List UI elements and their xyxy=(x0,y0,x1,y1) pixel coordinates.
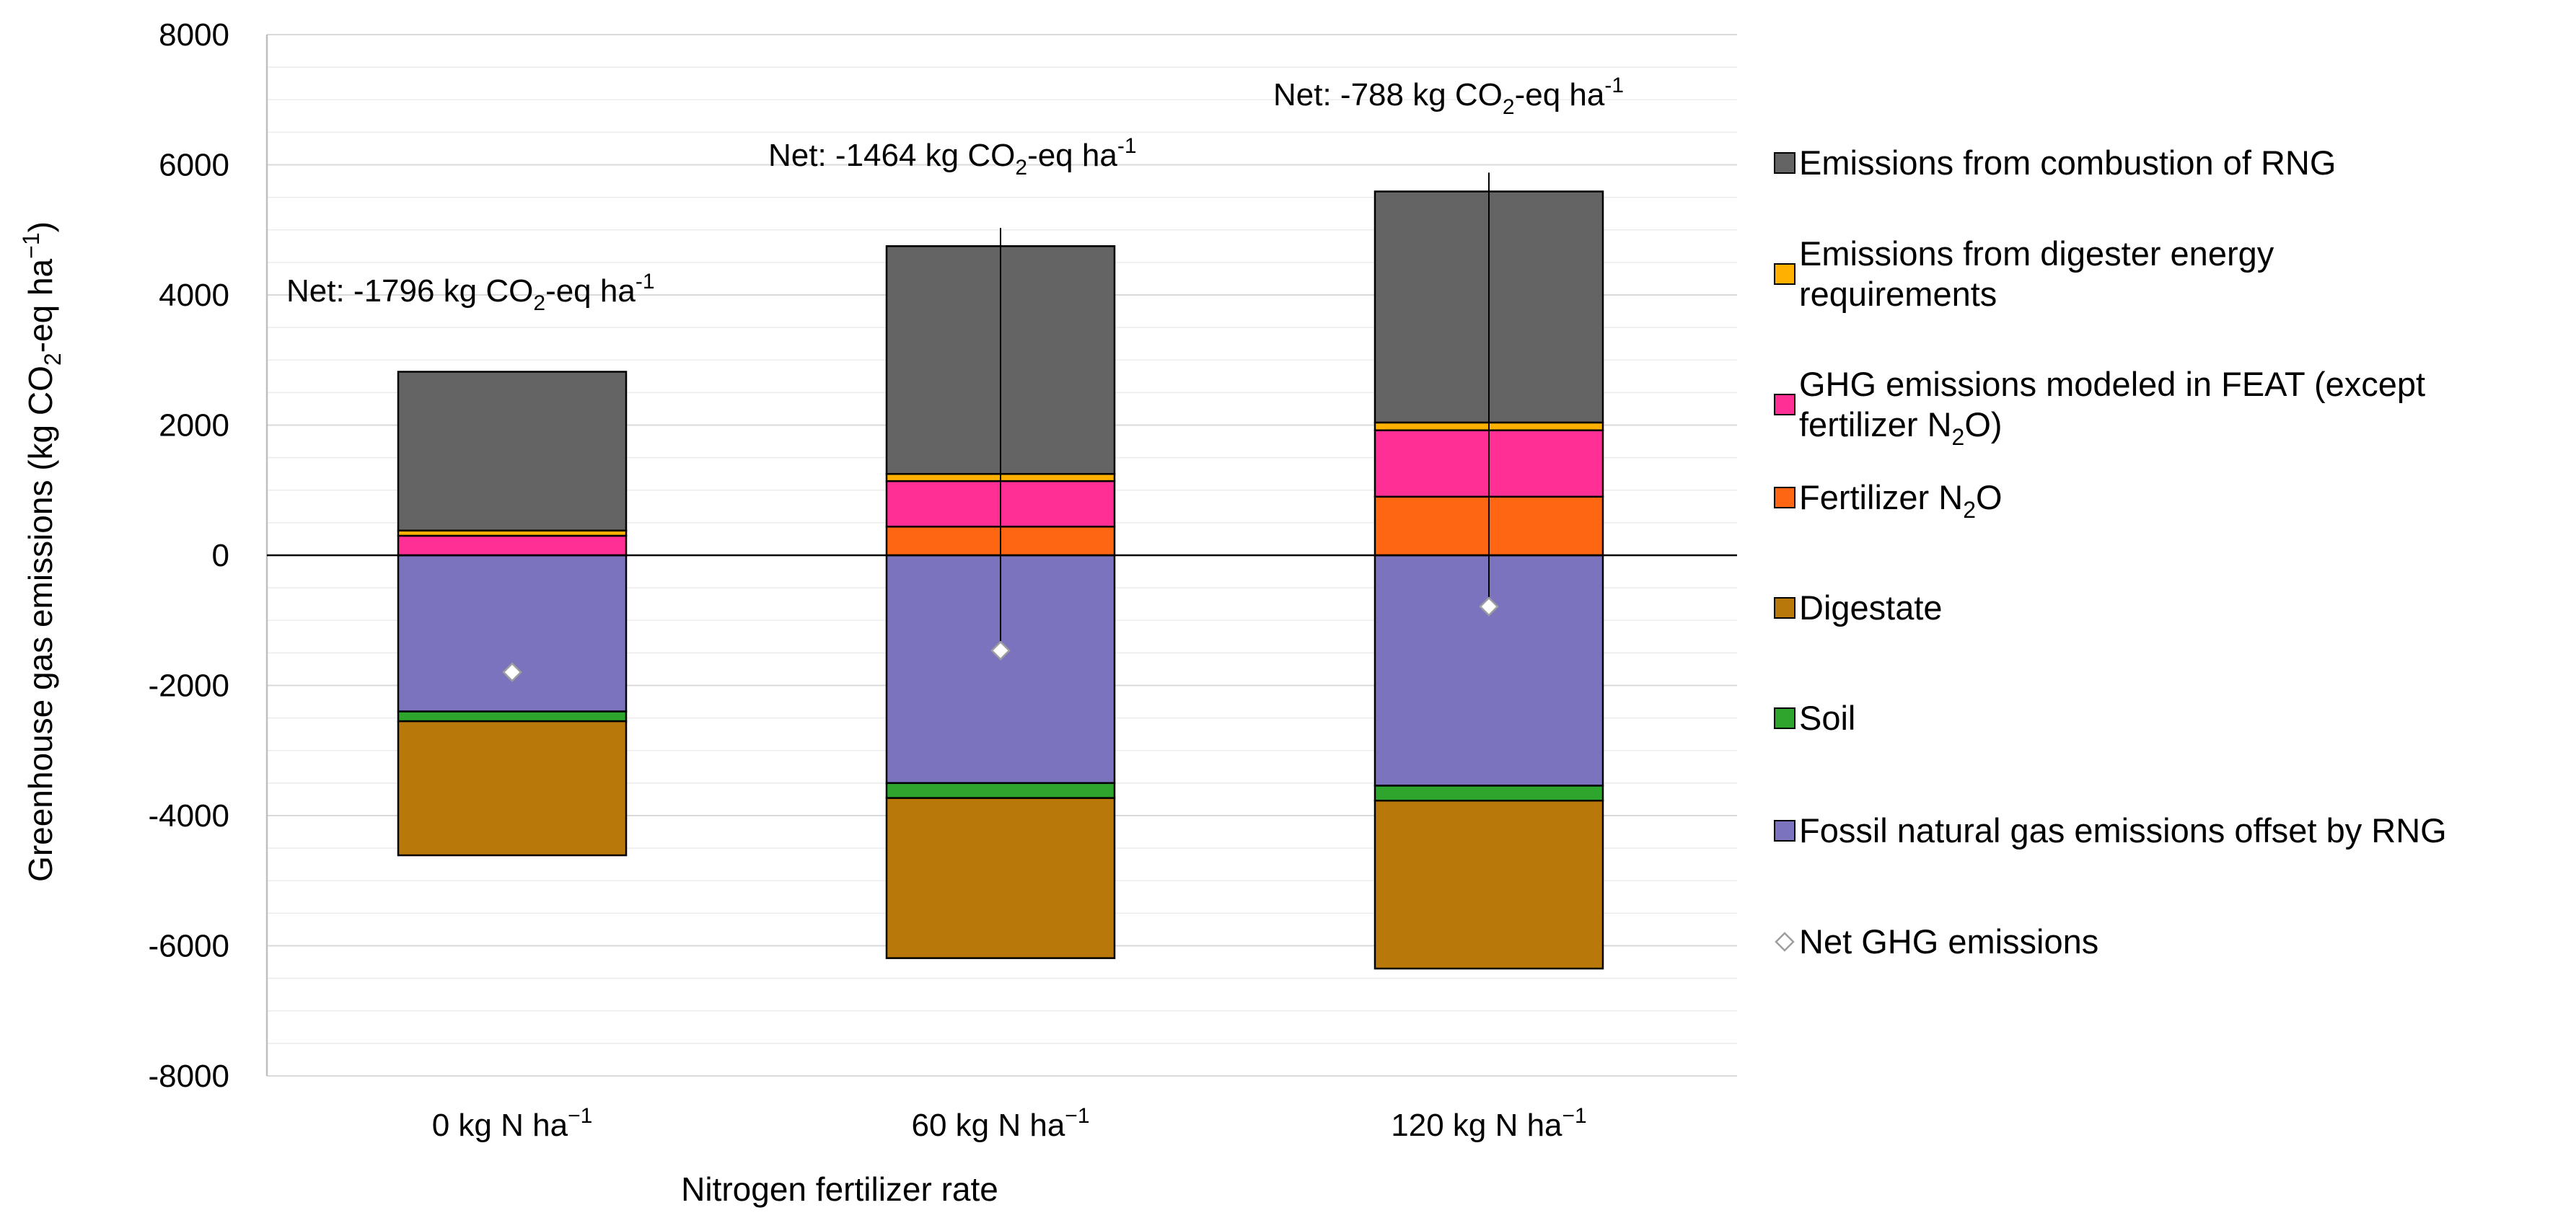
legend-label-text: Emissions from digester energy xyxy=(1799,234,2274,273)
net-diamond-marker xyxy=(990,640,1011,661)
legend-label-text: Fossil natural gas emissions offset by R… xyxy=(1799,811,2447,849)
legend-label-text: fertilizer N xyxy=(1799,405,1952,443)
legend-label-text: 2 xyxy=(1952,424,1965,450)
x-tick-text: 60 kg N ha xyxy=(911,1108,1065,1143)
legend-label: GHG emissions modeled in FEAT (except xyxy=(1799,365,2425,403)
y-tick-label: 2000 xyxy=(159,408,229,443)
x-tick-label: 60 kg N ha−1 xyxy=(911,1104,1089,1143)
legend-label-text: GHG emissions modeled in FEAT (except xyxy=(1799,365,2425,403)
bar-segment xyxy=(397,554,628,712)
net-label-text: Net: -1464 kg CO xyxy=(768,138,1015,173)
y-tick-label: 8000 xyxy=(159,17,229,53)
legend-label-text: Fertilizer N xyxy=(1799,478,1963,516)
y-tick-label: -6000 xyxy=(148,929,229,964)
legend-diamond xyxy=(1775,932,1795,952)
legend-swatch xyxy=(1774,820,1795,842)
legend-label: Fossil natural gas emissions offset by R… xyxy=(1799,811,2447,849)
legend-label-text: Emissions from combustion of RNG xyxy=(1799,144,2336,182)
x-tick-label: 120 kg N ha−1 xyxy=(1391,1104,1587,1143)
net-label: Net: -1796 kg CO2-eq ha-1 xyxy=(286,270,655,315)
legend-label-text: Net GHG emissions xyxy=(1799,922,2098,961)
net-label-text: -eq ha xyxy=(1027,138,1117,173)
net-label-text: Net: -1796 kg CO xyxy=(286,273,533,309)
net-markers xyxy=(502,172,1499,682)
net-label-subscript: 2 xyxy=(533,291,545,315)
legend-label: Emissions from digester energy xyxy=(1799,234,2274,273)
net-label-superscript: -1 xyxy=(636,270,655,294)
legend-swatch xyxy=(1774,597,1795,619)
legend-label: Soil xyxy=(1799,699,1855,737)
y-axis-title: Greenhouse gas emissions (kg CO2-eq ha−1… xyxy=(18,221,66,882)
bar-segment xyxy=(397,710,628,723)
net-diamond-marker xyxy=(1479,596,1499,617)
legend-label-text: 2 xyxy=(1963,497,1976,523)
net-label-superscript: -1 xyxy=(1604,74,1624,97)
x-tick-label: 0 kg N ha−1 xyxy=(432,1104,593,1143)
bar-segment xyxy=(1373,799,1604,970)
legend-label-text: O) xyxy=(1964,405,2002,443)
legend-label: fertilizer N2O) xyxy=(1799,405,2003,450)
net-label-text: -eq ha xyxy=(545,273,636,309)
net-label: Net: -788 kg CO2-eq ha-1 xyxy=(1273,74,1624,119)
bar-segment xyxy=(397,720,628,857)
net-label-subscript: 2 xyxy=(1015,156,1027,180)
legend-label: Fertilizer N2O xyxy=(1799,478,2003,523)
x-tick-superscript: −1 xyxy=(1562,1104,1587,1128)
legend-label-text: Soil xyxy=(1799,699,1855,737)
bar-segment xyxy=(885,782,1116,799)
legend: Emissions from combustion of RNG Emission… xyxy=(1774,144,2447,961)
y-tick-label: 0 xyxy=(212,538,229,573)
x-tick-text: 0 kg N ha xyxy=(432,1108,568,1143)
x-tick-text: 120 kg N ha xyxy=(1391,1108,1562,1143)
y-tick-label: -8000 xyxy=(148,1059,229,1094)
legend-label: Emissions from combustion of RNG xyxy=(1799,144,2336,182)
y-tick-label: 4000 xyxy=(159,278,229,313)
y-tick-label: -2000 xyxy=(148,668,229,704)
legend-label: requirements xyxy=(1799,275,1997,313)
axes xyxy=(265,35,1737,1076)
legend-label-text: Digestate xyxy=(1799,588,1943,627)
legend-swatch xyxy=(1774,394,1795,415)
x-tick-labels: 0 kg N ha−1 60 kg N ha−1 120 kg N ha−1 xyxy=(432,1104,1587,1143)
y-tick-label: -4000 xyxy=(148,798,229,834)
net-label-text: Net: -788 kg CO xyxy=(1273,77,1503,112)
net-label-superscript: -1 xyxy=(1117,134,1137,158)
legend-swatch xyxy=(1774,487,1795,508)
net-label: Net: -1464 kg CO2-eq ha-1 xyxy=(768,134,1137,180)
bar-segment xyxy=(1373,785,1604,802)
net-label-text: -eq ha xyxy=(1515,77,1605,112)
legend-label-text: O xyxy=(1976,478,2003,516)
x-tick-superscript: −1 xyxy=(568,1104,592,1128)
x-tick-superscript: −1 xyxy=(1065,1104,1089,1128)
legend-swatch xyxy=(1774,263,1795,285)
bar-segment xyxy=(397,371,628,531)
x-axis-title: Nitrogen fertilizer rate xyxy=(681,1170,998,1208)
bar-segment xyxy=(885,797,1116,959)
net-diamond-marker xyxy=(502,662,522,682)
legend-swatch xyxy=(1774,152,1795,174)
legend-label: Net GHG emissions xyxy=(1799,922,2098,961)
bar-segment xyxy=(397,534,628,557)
legend-label-text: requirements xyxy=(1799,275,1997,313)
y-tick-label: 6000 xyxy=(159,148,229,183)
net-label-subscript: 2 xyxy=(1503,95,1515,119)
legend-swatch xyxy=(1774,707,1795,729)
y-tick-labels: 8000 6000 4000 2000 0 -2000 -4000 -6000 -8000 xyxy=(148,17,229,1094)
legend-label: Digestate xyxy=(1799,588,1943,627)
